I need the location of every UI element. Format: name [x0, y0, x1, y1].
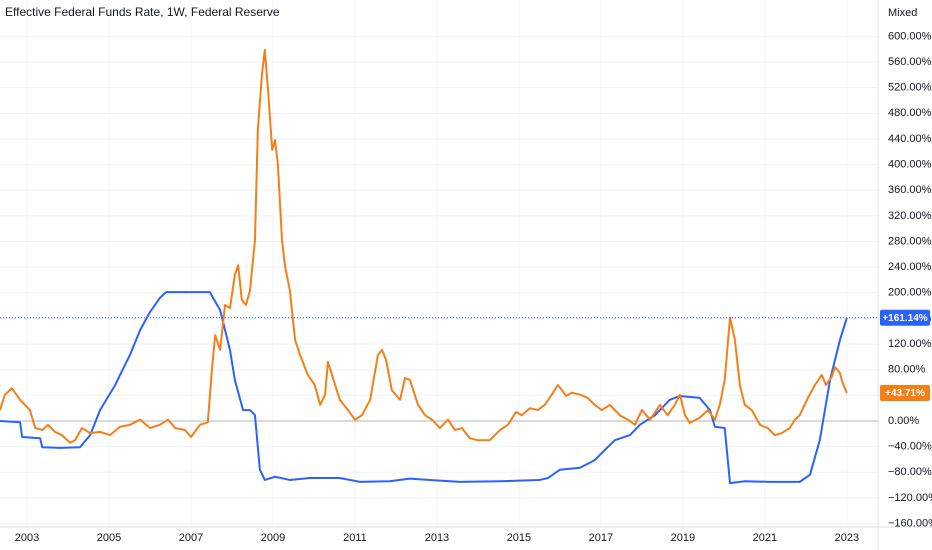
y-tick-label: 600.00% [888, 30, 932, 42]
last-value-label: +43.71% [885, 388, 925, 399]
y-tick-label: 320.00% [888, 210, 932, 222]
x-tick-label: 2007 [179, 532, 203, 544]
x-tick-label: 2023 [835, 532, 859, 544]
x-tick-label: 2011 [343, 532, 367, 544]
y-tick-label: 440.00% [888, 133, 932, 145]
y-tick-label: −160.00% [888, 517, 932, 529]
last-value-label: +161.14% [882, 313, 927, 324]
x-tick-label: 2019 [671, 532, 695, 544]
x-tick-label: 2015 [507, 532, 531, 544]
x-tick-label: 2009 [261, 532, 285, 544]
y-tick-label: 360.00% [888, 184, 932, 196]
x-tick-label: 2005 [97, 532, 121, 544]
y-tick-label: 280.00% [888, 235, 932, 247]
y-tick-label: 400.00% [888, 159, 932, 171]
chart-title: Effective Federal Funds Rate, 1W, Federa… [5, 5, 280, 19]
last-value-box [880, 309, 930, 326]
y-tick-label: 0.00% [888, 415, 919, 427]
y-tick-label: 560.00% [888, 56, 932, 68]
y-tick-label: 480.00% [888, 107, 932, 119]
x-tick-label: 2017 [589, 532, 613, 544]
y-tick-label: −80.00% [888, 466, 932, 478]
y-tick-label: 80.00% [888, 364, 926, 376]
series-line [0, 291, 848, 485]
x-tick-label: 2013 [425, 532, 449, 544]
y-tick-label: 200.00% [888, 287, 932, 299]
scale-mode: Mixed [888, 7, 917, 19]
y-tick-label: −40.00% [888, 441, 932, 453]
x-tick-label: 2021 [753, 532, 777, 544]
y-tick-label: 520.00% [888, 82, 932, 94]
series-line [0, 48, 848, 444]
y-tick-label: 120.00% [888, 338, 932, 350]
last-value-box [880, 384, 930, 401]
y-tick-label: −120.00% [888, 492, 932, 504]
y-tick-label: 240.00% [888, 261, 932, 273]
x-tick-label: 2003 [15, 532, 39, 544]
